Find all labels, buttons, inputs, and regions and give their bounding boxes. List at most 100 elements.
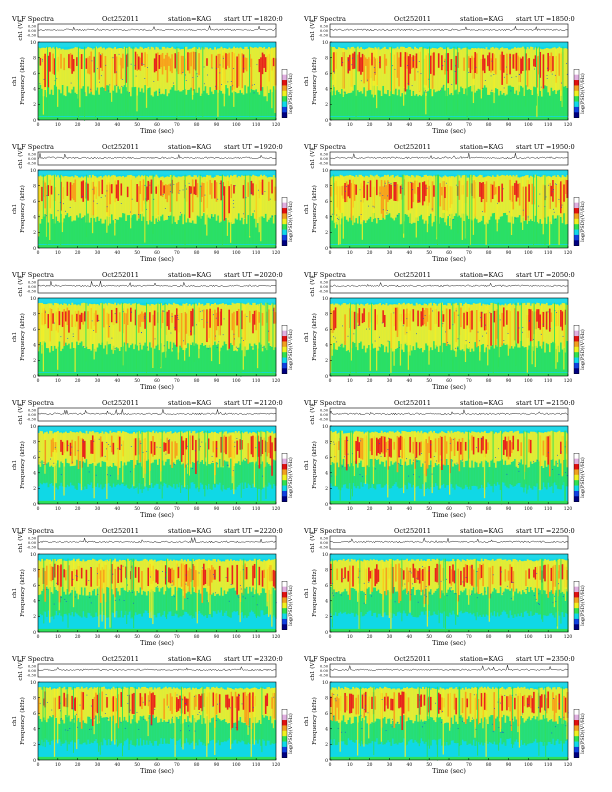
spectrum-cell	[479, 174, 482, 223]
spectrum-cell	[114, 302, 117, 351]
spectrum-cell	[84, 92, 86, 94]
spectrum-cell	[268, 560, 270, 617]
spectrum-cell	[242, 596, 244, 598]
x-tick-label: 30	[387, 123, 393, 128]
spectrum-cell	[352, 466, 355, 484]
spectrum-cell	[334, 432, 337, 486]
spectrum-cell	[47, 348, 50, 373]
spectrum-cell	[445, 459, 448, 486]
spectrum-cell	[491, 60, 493, 62]
header-date: Oct252011	[394, 143, 431, 151]
voltage-trace	[37, 280, 277, 288]
colorbar-segment	[282, 224, 287, 230]
spectrum-cell	[187, 305, 190, 344]
spectrum-cell	[134, 566, 137, 578]
x-axis-label: Time (sec)	[140, 511, 174, 519]
spectrum-cell	[408, 475, 410, 477]
spectrum-cell	[135, 75, 137, 77]
spectrum-cell	[130, 307, 132, 322]
spectrum-cell	[225, 303, 228, 345]
spectrum-cell	[269, 89, 272, 117]
x-tick-label: 60	[154, 251, 160, 256]
voltage-axis-label: ch1 (V)	[17, 20, 24, 40]
spectrum-cell	[161, 587, 164, 616]
colorbar-segment	[574, 325, 579, 331]
spectrum-cell	[474, 213, 477, 245]
voltage-axis-label: ch1 (V)	[17, 276, 24, 296]
spectrum-cell	[241, 48, 243, 94]
spectrum-cell	[345, 463, 348, 489]
voltage-tick-label: 0.30	[320, 409, 329, 413]
spectrum-cell	[445, 218, 448, 245]
spectrum-cell	[420, 305, 423, 349]
x-tick-label: 100	[524, 379, 533, 384]
spectrum-cell	[203, 309, 205, 329]
spectrum-cell	[168, 459, 170, 486]
y-tick-label: 8	[33, 439, 36, 445]
spectrum-cell	[537, 96, 540, 117]
spectrum-cell	[199, 593, 202, 614]
spectrum-cell	[399, 96, 402, 117]
spectrum-cell	[544, 432, 547, 461]
x-tick-label: 40	[407, 123, 413, 128]
spectrum-cell	[366, 328, 367, 330]
spectrum-cell	[506, 174, 509, 216]
spectrum-cell	[133, 214, 136, 245]
spectrum-cell	[239, 343, 242, 373]
spectrum-cell	[82, 595, 85, 612]
spectrum-cell	[249, 304, 251, 344]
spectrum-cell	[542, 88, 545, 117]
spectrum-cell	[390, 461, 393, 489]
spectrum-cell	[534, 47, 537, 88]
spectrum-cell	[539, 346, 542, 373]
spectrum-cell	[261, 304, 264, 352]
voltage-axis-label: ch1 (V)	[17, 532, 24, 552]
spectrum-cell	[529, 90, 532, 117]
spectrum-cell	[272, 587, 275, 616]
spectrum-cell	[107, 176, 110, 226]
spectrum-cell	[190, 52, 193, 67]
spectrum-cell	[89, 596, 91, 598]
spectrum-cell	[526, 304, 529, 373]
spectrum-cell	[425, 174, 428, 221]
y-tick-label: 8	[325, 311, 328, 317]
spectrum-cell	[74, 465, 77, 489]
spectrum-cell	[253, 563, 256, 579]
spectrum-cell	[502, 464, 505, 483]
y-tick-label: 10	[322, 296, 328, 302]
spectrum-cell	[214, 341, 217, 373]
header-station: station=KAG	[168, 15, 211, 23]
spectrum-cell	[98, 305, 101, 344]
spectrum-cell	[414, 180, 416, 194]
spectrum-cell	[182, 224, 185, 245]
spectrum-cell	[215, 335, 217, 337]
spectrogram-top-band	[38, 298, 276, 303]
spectrum-cell	[337, 346, 340, 373]
spectrum-cell	[180, 464, 183, 486]
spectrum-cell	[468, 56, 470, 68]
spectrum-cell	[128, 46, 131, 93]
spectrum-cell	[196, 92, 199, 117]
spectrum-cell	[514, 53, 516, 69]
x-tick-label: 20	[75, 507, 81, 512]
spectrum-cell	[463, 47, 466, 95]
spectrum-cell	[215, 440, 218, 458]
spectrum-cell	[252, 213, 255, 245]
spectrum-cell	[223, 304, 226, 342]
voltage-box	[329, 407, 569, 422]
spectrum-cell	[38, 46, 40, 117]
spectrum-cell	[233, 587, 236, 611]
spectrum-cell	[190, 345, 193, 373]
spectrum-cell	[252, 89, 255, 117]
spectrum-cell	[387, 352, 390, 373]
spectrum-cell	[139, 587, 142, 614]
spectrum-cell	[520, 222, 523, 245]
spectrum-cell	[63, 57, 66, 71]
spectrum-cell	[150, 347, 153, 373]
spectrum-cell	[241, 560, 243, 593]
spectrum-cell	[455, 304, 457, 357]
spectrum-cell	[379, 347, 382, 373]
x-tick-label: 100	[232, 507, 241, 512]
voltage-axis-label: ch1 (V)	[17, 148, 24, 168]
spectrum-cell	[120, 432, 123, 462]
